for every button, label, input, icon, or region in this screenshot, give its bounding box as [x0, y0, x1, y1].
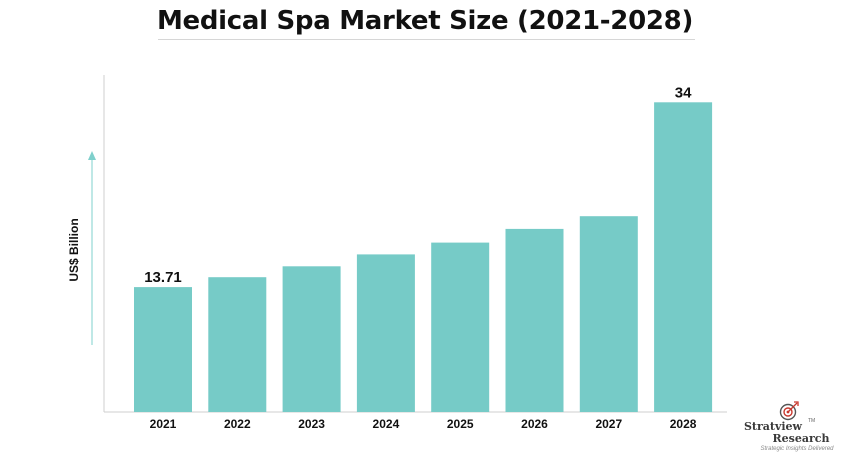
logo-trademark: TM [808, 418, 816, 424]
bar-2027 [579, 216, 638, 412]
x-tick-label: 2022 [224, 417, 251, 431]
x-tick-label: 2021 [150, 417, 177, 431]
x-tick-label: 2028 [670, 417, 697, 431]
bar-2024 [356, 254, 415, 412]
y-axis-arrow-head [88, 151, 96, 160]
stratview-logo: Stratview TM Research Strategic Insights… [738, 400, 842, 458]
data-label: 13.71 [144, 269, 182, 286]
x-tick-label: 2026 [521, 417, 548, 431]
bar-2022 [208, 277, 267, 412]
bar-2025 [431, 242, 490, 412]
bar-2023 [282, 266, 341, 412]
logo-sub-text: Research [772, 432, 830, 445]
x-tick-labels: 2021 2022 2023 2024 2025 2026 2027 2028 [150, 417, 697, 431]
chart-title: Medical Spa Market Size (2021-2028) [156, 6, 694, 36]
x-tick-label: 2027 [595, 417, 622, 431]
x-tick-label: 2023 [298, 417, 325, 431]
data-label: 34 [675, 84, 692, 101]
x-tick-label: 2025 [447, 417, 474, 431]
logo-brand-text: Stratview [743, 420, 803, 433]
title-divider [158, 39, 695, 40]
bars [134, 102, 713, 413]
logo-tagline: Strategic Insights Delivered [760, 446, 834, 452]
bar-2026 [505, 228, 564, 412]
y-axis-label: US$ Billion [67, 218, 81, 282]
bar-2028 [654, 102, 713, 413]
x-tick-label: 2024 [373, 417, 400, 431]
bar-2021 [134, 287, 192, 412]
data-labels: 13.71 34 [144, 84, 692, 286]
target-icon [779, 401, 799, 421]
